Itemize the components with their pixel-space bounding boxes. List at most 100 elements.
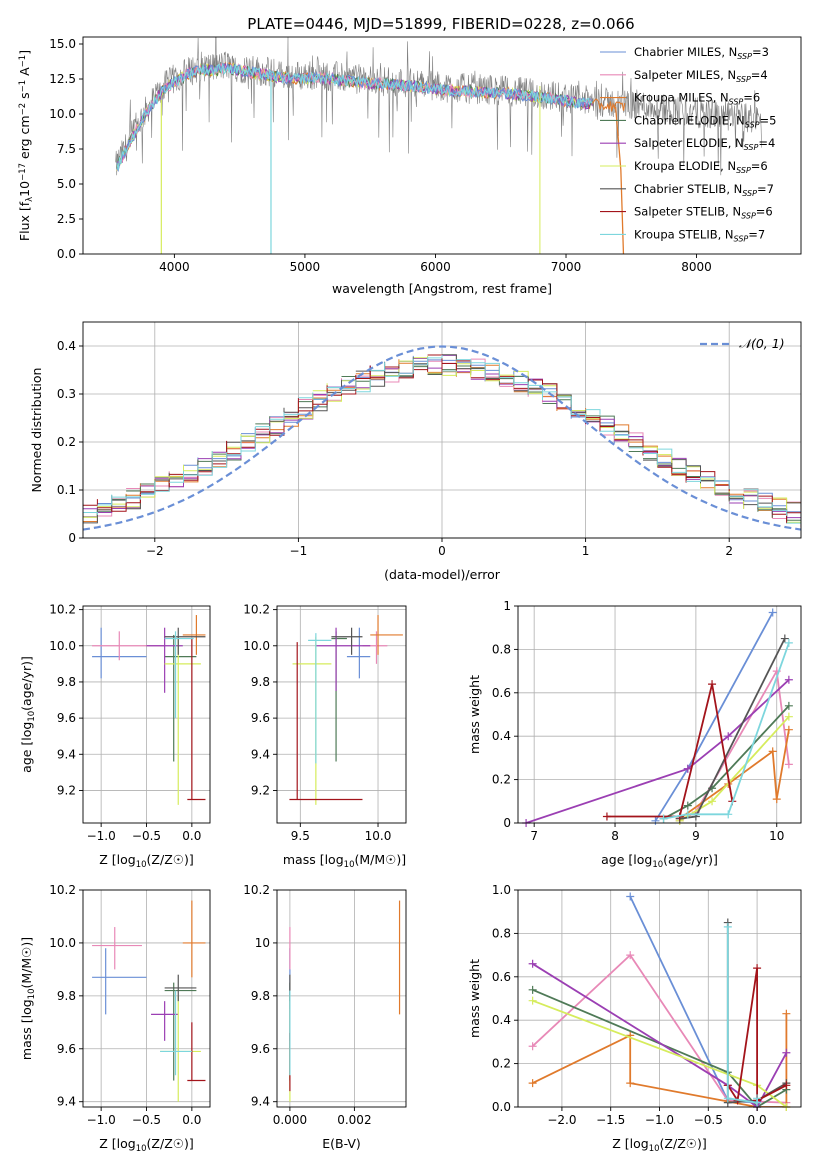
- weight-marker: [651, 816, 660, 825]
- legend-label-text: Chabrier ELODIE, N: [634, 113, 745, 127]
- legend-label-text: =4: [758, 136, 775, 150]
- legend-label: Salpeter ELODIE, NSSP=4: [634, 136, 775, 152]
- axes-frame: [517, 605, 802, 824]
- x-axis-label: E(B-V): [322, 1136, 361, 1151]
- y-tick-label: 9.2: [251, 783, 270, 797]
- legend-label-text: =6: [751, 159, 768, 173]
- weight-line: [679, 638, 786, 820]
- weight-line: [663, 705, 790, 820]
- y-tick-label: 9.8: [251, 675, 270, 689]
- y-axis-label: mass weight: [467, 959, 482, 1038]
- y-axis-label-part: −2: [18, 103, 28, 116]
- y-axis-label-text: (age/yr)]: [19, 656, 34, 711]
- y-tick-label: 0.1: [57, 483, 76, 497]
- weight-line: [629, 896, 758, 1104]
- y-axis-label: Normed distribution: [29, 368, 44, 493]
- legend-label: Chabrier MILES, NSSP=3: [634, 45, 769, 61]
- x-axis-label-text: (Z/Z☉)]: [147, 852, 194, 867]
- y-tick-label: 9.4: [57, 1095, 76, 1109]
- weight-marker: [753, 1094, 762, 1103]
- x-tick-label: 0.0: [182, 829, 201, 843]
- y-tick-label: 10: [255, 936, 270, 950]
- x-tick-label: 0.000: [273, 1113, 307, 1127]
- y-axis-label: Flux [fλ10−17 erg cm−2 s−1 A−1]: [17, 50, 35, 241]
- x-axis-label: wavelength [Angstrom, rest frame]: [332, 281, 552, 296]
- x-tick-label: −0.5: [694, 1113, 723, 1127]
- x-tick-label: −1.0: [645, 1113, 674, 1127]
- y-tick-label: 0: [503, 816, 511, 830]
- legend-label: Kroupa STELIB, NSSP=7: [634, 227, 765, 243]
- weight-marker: [683, 801, 692, 810]
- legend-label-text: =6: [743, 91, 760, 105]
- legend-label: Salpeter STELIB, NSSP=6: [634, 205, 773, 221]
- y-tick-label: 9.6: [57, 1042, 76, 1056]
- legend-label-text: =3: [752, 45, 769, 59]
- x-axis-label-text: mass [log: [283, 852, 344, 867]
- x-tick-label: −1.0: [87, 829, 116, 843]
- mass_vs_z-panel: −1.0 −0.5 0.09.49.69.810.010.2Z [log10(Z/Z…: [19, 883, 211, 1154]
- x-axis-label-sub: 10: [649, 1144, 660, 1154]
- x-tick-label: −1.5: [596, 1113, 625, 1127]
- y-axis-label-text: age [log: [19, 722, 34, 773]
- y-tick-label: 9.6: [57, 711, 76, 725]
- x-tick-label: 9: [692, 829, 700, 843]
- residuals-panel: −2 −1 0 1 2 0 0.1 0.2 0.3 0.4 (data-model)/error No…: [29, 321, 802, 582]
- y-tick-label: 1: [503, 599, 511, 613]
- y-tick-label: 0.2: [492, 773, 511, 787]
- x-axis-label-sub: 10: [136, 860, 147, 870]
- spectrum-dip: [614, 106, 625, 255]
- legend-label-text: =7: [757, 182, 774, 196]
- x-tick-label: 0.0: [748, 1113, 767, 1127]
- x-tick-label: 7: [530, 829, 538, 843]
- y-tick-label: 0.3: [57, 387, 76, 401]
- age_vs_z-panel: −1.0 −0.5 0.09.29.49.69.810.010.2Z [log10(…: [19, 603, 211, 870]
- x-tick-label: −1.0: [87, 1113, 116, 1127]
- x-axis-label-sub: 10: [344, 860, 355, 870]
- mass_vs_ebv-panel: 0.000 0.002 9.4 9.6 9.8 10 10.2 E(B-V): [243, 883, 407, 1151]
- legend-label-text: =4: [751, 68, 768, 82]
- y-tick-label: 9.6: [251, 711, 270, 725]
- panels: 4000 5000 6000 7000 80000.02.55.07.510.012.5…: [17, 36, 802, 1154]
- x-tick-label: 1: [582, 544, 590, 558]
- weight-marker: [602, 812, 611, 821]
- weight-line: [532, 988, 787, 1107]
- normal-curve: [83, 345, 801, 531]
- weight-marker: [723, 1094, 732, 1103]
- x-axis-label-text: (age/yr)]: [663, 852, 718, 867]
- y-axis-label-text: mass [log: [19, 999, 34, 1060]
- weight-marker: [784, 638, 793, 647]
- legend-label-sub: SSP: [744, 143, 759, 152]
- x-tick-label: 8: [611, 829, 619, 843]
- weight-marker: [784, 712, 793, 721]
- weight-marker: [659, 814, 668, 823]
- x-tick-label: 0: [438, 544, 446, 558]
- y-tick-label: 0.6: [492, 686, 511, 700]
- y-tick-label: 0: [68, 531, 76, 545]
- x-axis-label: Z [log10(Z/Z☉)]: [99, 852, 193, 870]
- legend-label-text: =7: [748, 227, 765, 241]
- x-tick-label: 10: [769, 829, 784, 843]
- legend-label: Kroupa MILES, NSSP=6: [634, 91, 760, 107]
- legend-label-text: Salpeter ELODIE, N: [634, 136, 744, 150]
- weight-marker: [753, 964, 762, 973]
- y-tick-label: 9.2: [57, 783, 76, 797]
- y-tick-label: 0.6: [492, 970, 511, 984]
- legend-label-text: Kroupa MILES, N: [634, 91, 729, 105]
- x-tick-label: 5000: [290, 260, 321, 274]
- legend-label-sub: SSP: [734, 234, 749, 243]
- x-tick-label: 4000: [159, 260, 190, 274]
- x-axis-label-text: (M/M☉)]: [354, 852, 406, 867]
- y-tick-label: 10.2: [243, 883, 270, 897]
- y-tick-label: 10.2: [49, 603, 76, 617]
- x-axis-label: Z [log10(Z/Z☉)]: [612, 1136, 706, 1154]
- y-tick-label: 9.8: [57, 675, 76, 689]
- x-tick-label: 8000: [681, 260, 712, 274]
- y-axis-label: mass weight: [467, 675, 482, 754]
- y-tick-label: 0.2: [57, 435, 76, 449]
- x-tick-label: 2: [725, 544, 733, 558]
- weight-marker: [708, 797, 717, 806]
- weight-marker: [784, 701, 793, 710]
- legend-label-sub: SSP: [741, 212, 756, 221]
- y-tick-label: 0.4: [492, 1013, 511, 1027]
